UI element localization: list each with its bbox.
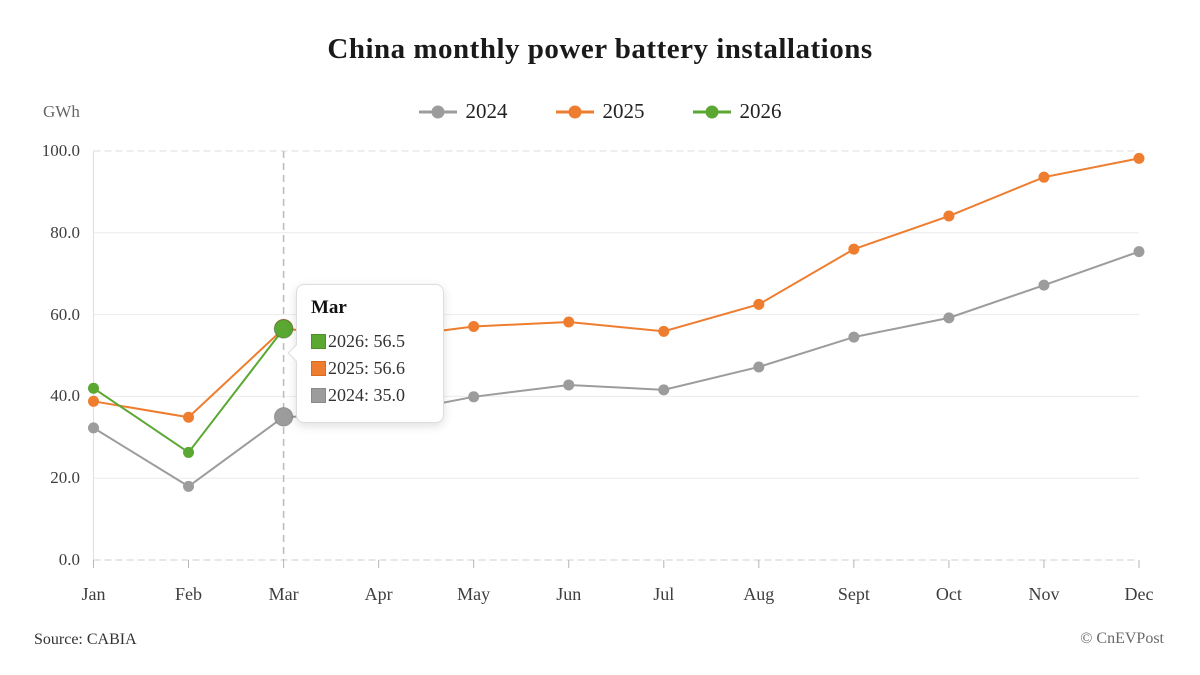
source-text: Source: CABIA (34, 631, 137, 648)
point-2025-oct[interactable] (943, 210, 955, 222)
legend-marker-icon (692, 105, 731, 118)
x-axis-label-jun: Jun (556, 584, 582, 604)
point-2024-dec[interactable] (1133, 246, 1145, 258)
legend-label: 2024 (465, 99, 508, 123)
point-2025-aug[interactable] (753, 298, 765, 310)
x-axis-label-jul: Jul (653, 584, 675, 604)
point-2026-feb[interactable] (183, 446, 195, 458)
tooltip-row: 2024: 35.0 (311, 382, 427, 409)
point-2025-dec[interactable] (1133, 152, 1145, 164)
point-2025-jan[interactable] (88, 395, 99, 407)
series-line-2024 (92, 250, 1140, 488)
tooltip-value: 2024: 35.0 (328, 385, 406, 405)
point-2024-feb[interactable] (183, 480, 195, 492)
point-2025-jun[interactable] (563, 316, 575, 328)
point-2024-nov[interactable] (1038, 279, 1050, 291)
point-2024-jul[interactable] (658, 384, 670, 396)
x-axis-label-nov: Nov (1028, 584, 1060, 604)
tooltip-row: 2026: 56.5 (311, 328, 427, 355)
x-axis-label-jan: Jan (81, 584, 106, 604)
tooltip-row: 2025: 56.6 (311, 355, 427, 382)
page-title: China monthly power battery installation… (327, 33, 873, 65)
chart-legend: 2024 2025 2026 (0, 99, 1200, 124)
legend-label: 2026 (739, 99, 782, 123)
legend-marker-icon (418, 105, 457, 118)
legend-item-2025[interactable]: 2025 (555, 99, 645, 124)
x-axis-label-dec: Dec (1124, 584, 1154, 604)
x-axis-label-aug: Aug (743, 584, 775, 604)
y-axis-label: 20.0 (50, 468, 80, 488)
point-2025-feb[interactable] (183, 411, 195, 423)
point-2024-may[interactable] (468, 391, 480, 403)
point-2025-sept[interactable] (848, 243, 860, 255)
y-axis-label: 40.0 (50, 386, 80, 406)
point-2025-jul[interactable] (658, 325, 670, 337)
x-axis-label-feb: Feb (175, 584, 203, 604)
point-2026-mar[interactable] (273, 319, 294, 339)
legend-marker-icon (555, 105, 594, 118)
y-axis-label: 100.0 (41, 141, 80, 160)
y-axis-label: 60.0 (50, 304, 80, 324)
series-swatch-icon (311, 361, 326, 376)
series-line-2026 (92, 328, 285, 454)
series-swatch-icon (311, 334, 326, 349)
y-axis-label: 0.0 (58, 550, 80, 569)
x-axis-label-sept: Sept (837, 584, 870, 604)
point-2024-jan[interactable] (88, 422, 99, 434)
x-axis-label-mar: Mar (268, 584, 299, 604)
tooltip-rows: 2026: 56.5 2025: 56.6 2024: 35.0 (311, 328, 427, 409)
legend-item-2024[interactable]: 2024 (418, 99, 508, 124)
y-axis-label: 80.0 (50, 222, 80, 242)
tooltip-value: 2025: 56.6 (328, 358, 406, 378)
point-2024-sept[interactable] (848, 331, 860, 343)
tooltip-value: 2026: 56.5 (328, 331, 406, 351)
copyright-text: © CnEVPost (1080, 630, 1164, 647)
x-axis-label-oct: Oct (935, 584, 962, 604)
tooltip-header: Mar (311, 297, 347, 318)
y-axis-unit-label: GWh (43, 102, 80, 121)
series-swatch-icon (311, 388, 326, 403)
legend-item-2026[interactable]: 2026 (692, 99, 782, 124)
legend-label: 2025 (602, 99, 645, 123)
point-2026-jan[interactable] (88, 382, 99, 394)
x-axis-label-apr: Apr (364, 584, 393, 604)
series-line-2025 (93, 157, 1140, 419)
hover-tooltip: Mar 2026: 56.5 2025: 56.6 2024: 35.0 (287, 284, 444, 423)
point-2025-may[interactable] (468, 320, 480, 332)
point-2024-oct[interactable] (943, 312, 955, 324)
point-2024-mar[interactable] (273, 407, 294, 427)
point-2024-jun[interactable] (563, 379, 575, 391)
point-2024-aug[interactable] (753, 361, 765, 373)
x-axis-label-may: May (457, 584, 491, 604)
chart-plot-area[interactable] (0, 0, 1200, 630)
point-2025-nov[interactable] (1038, 171, 1050, 183)
